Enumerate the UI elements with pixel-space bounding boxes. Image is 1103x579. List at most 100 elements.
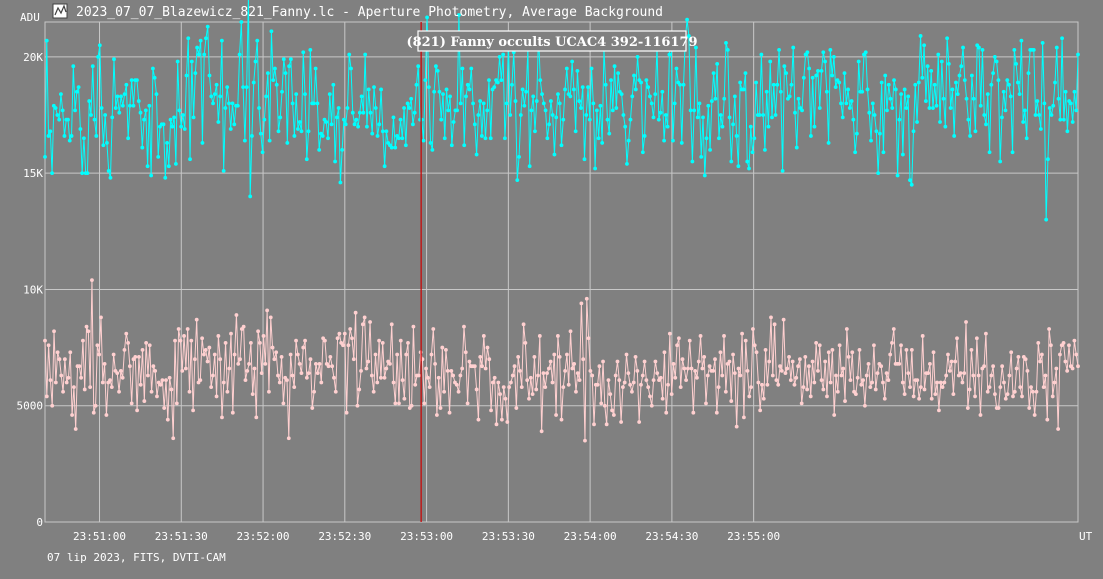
data-point [952,134,957,138]
data-point [127,103,132,108]
data-point [357,110,362,115]
data-point [258,131,263,136]
data-point [174,401,179,406]
data-point [91,410,96,415]
data-point [449,368,454,373]
data-point [163,175,168,180]
data-point [1063,359,1068,364]
data-point [50,403,55,408]
data-point [561,117,566,122]
data-point [480,134,484,138]
data-point [169,387,174,392]
data-point [1076,364,1080,369]
data-point [444,87,449,92]
data-point [66,117,70,122]
data-point [441,92,445,96]
data-point [731,352,735,357]
data-point [69,134,74,138]
data-point [460,66,465,71]
data-point [115,371,120,376]
data-point [613,373,618,378]
data-point [299,129,304,134]
data-point [527,396,531,401]
data-point [821,50,826,55]
data-point [656,117,661,122]
data-point [702,173,707,178]
data-point [142,117,146,122]
data-point [747,394,752,399]
data-point [337,331,342,336]
data-point [228,127,233,131]
data-point [966,117,971,122]
data-point [356,124,360,129]
data-point [550,380,555,385]
data-point [178,338,183,343]
data-point [850,350,855,355]
data-point [1060,36,1064,41]
data-point [220,415,224,420]
data-point [312,389,316,394]
data-point [428,141,433,145]
data-point [463,350,468,355]
data-point [678,385,683,390]
plot-frame [44,21,1079,523]
data-point [706,103,711,108]
data-point [306,371,311,376]
data-point [743,71,748,76]
data-point [989,82,994,87]
data-point [909,182,914,187]
data-point [46,343,51,348]
data-point [173,338,177,343]
data-point [413,382,418,387]
data-point [853,392,858,396]
data-point [465,82,470,87]
data-point [971,96,976,101]
data-point [885,108,889,113]
data-point [1036,341,1041,345]
data-point [355,403,360,408]
data-point [833,85,838,90]
data-point [693,368,698,373]
data-point [947,368,952,373]
data-point [971,373,976,378]
data-point [676,336,681,341]
data-point [1058,117,1063,122]
data-point [876,171,881,176]
data-point [66,375,71,380]
data-point [303,338,307,343]
data-point [467,359,472,364]
data-point [895,173,900,178]
data-point [117,110,122,115]
data-point [949,359,954,364]
data-point [793,110,797,115]
data-point [848,378,853,383]
data-point [363,52,368,57]
x-tick-label: 23:53:30 [482,530,535,543]
data-point [797,357,802,362]
data-point [1005,392,1010,396]
data-point [303,92,307,96]
data-point [221,168,226,173]
data-point [778,89,783,94]
data-point [720,124,725,129]
data-point [925,64,930,69]
data-point [729,159,734,164]
data-point [393,145,398,150]
data-point [861,378,865,383]
data-point [700,366,705,371]
data-point [993,392,997,396]
data-point [548,359,553,364]
data-point [584,296,589,301]
chart-title: (821) Fanny occults UCAC4 392-116179 [406,35,697,50]
data-point [929,396,934,401]
data-point [342,117,346,122]
data-point [519,385,524,390]
data-point [335,336,340,341]
data-point [586,336,591,341]
data-point [1009,350,1014,355]
data-point [170,124,175,129]
data-point [326,136,330,141]
data-point [520,87,525,92]
data-point [727,359,732,364]
data-point [859,382,864,387]
